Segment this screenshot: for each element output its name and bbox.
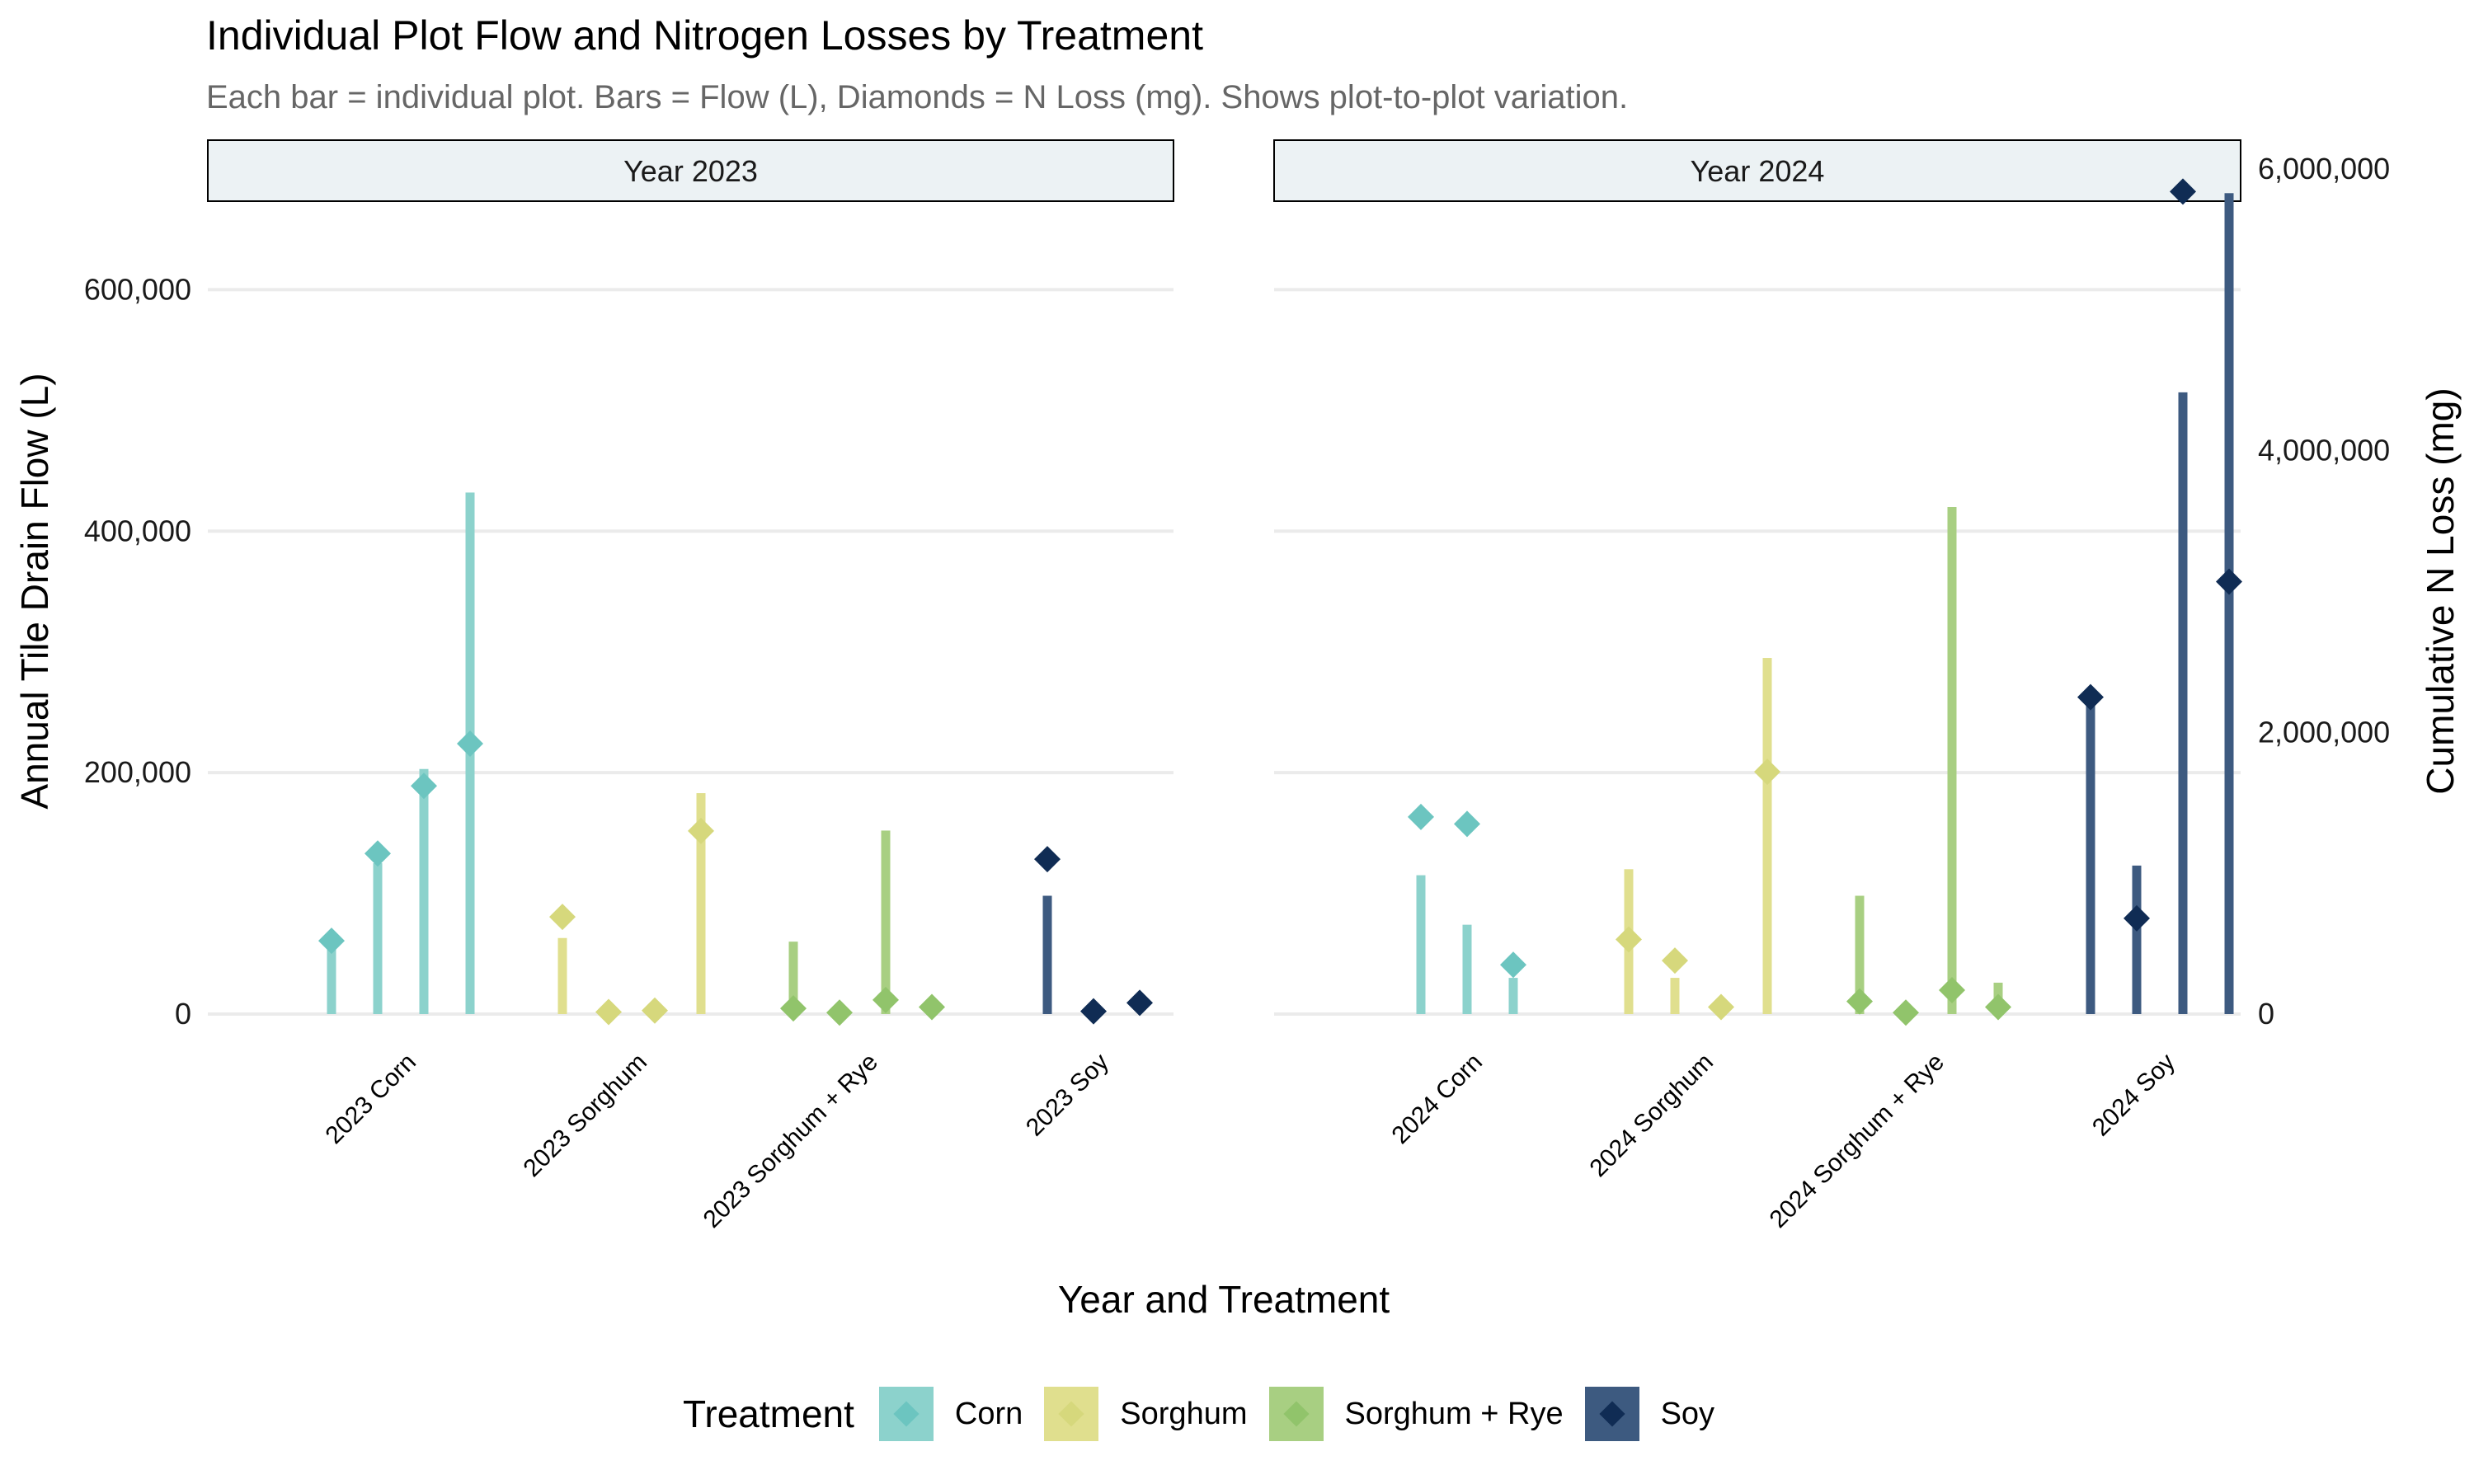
flow-bar xyxy=(1462,924,1472,1014)
chart-subtitle: Each bar = individual plot. Bars = Flow … xyxy=(206,79,1629,115)
n-loss-diamond xyxy=(2216,568,2242,595)
legend-label-corn: Corn xyxy=(954,1396,1023,1431)
n-loss-diamond xyxy=(642,997,668,1024)
n-loss-diamond xyxy=(1034,846,1061,873)
flow-bar xyxy=(1042,895,1052,1014)
legend-item-corn: Corn xyxy=(878,1387,1023,1441)
n-loss-diamond xyxy=(1893,999,1919,1026)
n-loss-diamond xyxy=(1708,993,1734,1021)
legend-item-soy: Soy xyxy=(1584,1387,1715,1441)
flow-bar xyxy=(1947,507,1957,1014)
n-loss-diamond xyxy=(2077,683,2104,711)
n-loss-diamond xyxy=(318,928,345,955)
x-tick-label: 2023 Soy xyxy=(1021,1049,1114,1142)
flow-bar xyxy=(373,862,383,1014)
n-loss-diamond xyxy=(1939,976,1965,1003)
n-loss-diamond xyxy=(1126,989,1153,1017)
n-loss-diamond xyxy=(1985,993,2011,1021)
flow-bar xyxy=(2086,696,2095,1014)
n-loss-diamond xyxy=(2170,178,2196,205)
flow-bar xyxy=(1670,978,1680,1014)
flow-bar xyxy=(2178,392,2188,1015)
y2-tick-label: 4,000,000 xyxy=(2258,434,2390,467)
legend-key-corn xyxy=(878,1387,934,1441)
n-loss-diamond xyxy=(1662,947,1688,974)
y-axis-title: Annual Tile Drain Flow (L) xyxy=(13,373,56,809)
legend-item-sorghum-rye: Sorghum + Rye xyxy=(1268,1387,1564,1441)
flow-bar xyxy=(696,793,706,1014)
flow-bar xyxy=(1416,875,1426,1014)
n-loss-diamond xyxy=(919,993,945,1021)
n-loss-diamond xyxy=(826,999,853,1026)
panel-label: Year 2023 xyxy=(623,154,758,188)
panel-strip-1 xyxy=(207,139,1174,202)
n-loss-diamond xyxy=(1754,758,1780,786)
n-loss-diamond xyxy=(595,998,622,1026)
chart-title: Individual Plot Flow and Nitrogen Losses… xyxy=(206,12,1203,59)
y-tick-label: 600,000 xyxy=(84,272,191,306)
legend-title: Treatment xyxy=(683,1392,854,1435)
n-loss-diamond xyxy=(457,730,483,757)
x-tick-label: 2024 Corn xyxy=(1387,1049,1488,1149)
panel-strip-2 xyxy=(1273,139,2241,202)
x-axis-title: Year and Treatment xyxy=(1058,1278,1390,1321)
n-loss-diamond xyxy=(1408,803,1434,830)
flow-bar xyxy=(881,830,891,1014)
n-loss-diamond xyxy=(1846,988,1873,1015)
n-loss-diamond xyxy=(1616,926,1642,953)
legend-label-sorghum: Sorghum xyxy=(1120,1396,1248,1431)
flow-bar xyxy=(788,942,798,1014)
legend-key-sorghum-rye xyxy=(1268,1387,1324,1441)
flow-bar xyxy=(1762,658,1772,1014)
n-loss-diamond xyxy=(688,817,714,844)
n-loss-diamond xyxy=(365,840,391,867)
n-loss-diamond xyxy=(549,904,576,931)
legend-label-sorghum-rye: Sorghum + Rye xyxy=(1344,1396,1564,1431)
x-tick-label: 2023 Corn xyxy=(321,1049,421,1149)
y2-tick-label: 2,000,000 xyxy=(2258,715,2390,749)
flow-bar xyxy=(327,947,336,1014)
flow-bar xyxy=(2132,865,2142,1014)
y2-tick-label: 0 xyxy=(2258,997,2274,1031)
panel-label: Year 2024 xyxy=(1691,154,1825,188)
n-loss-diamond xyxy=(1500,951,1526,979)
legend-label-soy: Soy xyxy=(1660,1396,1715,1431)
n-loss-diamond xyxy=(1454,810,1480,838)
y-tick-label: 0 xyxy=(175,997,191,1031)
legend-key-soy xyxy=(1584,1387,1639,1441)
flow-bar xyxy=(557,937,567,1014)
x-tick-label: 2023 Sorghum + Rye xyxy=(698,1049,883,1233)
y2-tick-label: 6,000,000 xyxy=(2258,152,2390,186)
n-loss-diamond xyxy=(1080,998,1107,1025)
flow-bar xyxy=(2224,193,2234,1015)
legend-key-sorghum xyxy=(1044,1387,1099,1441)
n-loss-diamond xyxy=(872,986,899,1013)
legend: Treatment Corn Sorghum Sorghum + Rye Soy xyxy=(683,1373,1736,1455)
flow-bar xyxy=(1508,978,1518,1014)
x-tick-label: 2024 Sorghum + Rye xyxy=(1765,1049,1950,1233)
flow-bar xyxy=(419,768,429,1014)
x-tick-label: 2024 Soy xyxy=(2087,1049,2180,1142)
flow-bar xyxy=(1855,895,1865,1014)
y2-axis-title: Cumulative N Loss (mg) xyxy=(2419,387,2462,794)
n-loss-diamond xyxy=(2124,904,2150,932)
y-tick-label: 400,000 xyxy=(84,514,191,547)
n-loss-diamond xyxy=(411,773,437,800)
x-tick-label: 2024 Sorghum xyxy=(1584,1049,1719,1183)
legend-item-sorghum: Sorghum xyxy=(1044,1387,1248,1441)
x-tick-label: 2023 Sorghum xyxy=(518,1049,652,1183)
n-loss-diamond xyxy=(780,995,807,1022)
y-tick-label: 200,000 xyxy=(84,755,191,789)
